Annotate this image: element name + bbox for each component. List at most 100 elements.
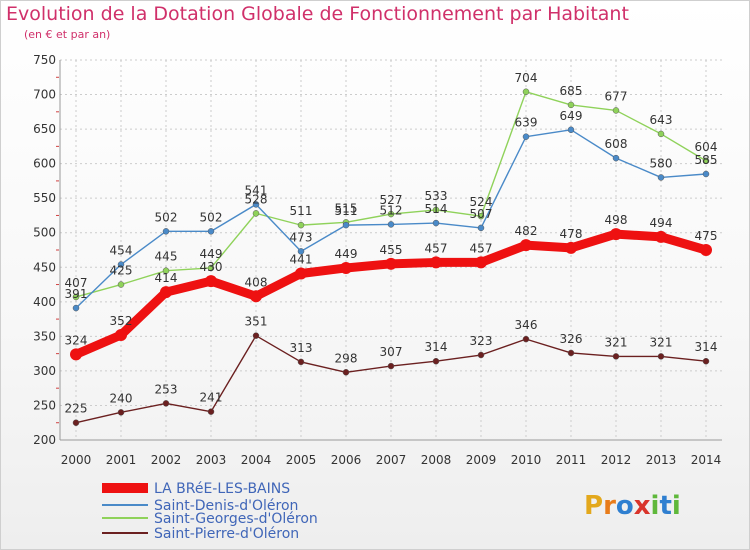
- data-label: 430: [200, 260, 223, 274]
- y-tick-label: 600: [33, 157, 56, 171]
- data-label: 314: [425, 340, 448, 354]
- data-label: 639: [515, 116, 538, 130]
- data-label: 528: [245, 192, 268, 206]
- data-point: [387, 221, 395, 228]
- data-point: [117, 281, 125, 288]
- data-point: [162, 228, 170, 235]
- data-label: 478: [560, 227, 583, 241]
- data-point: [657, 174, 665, 181]
- data-point: [340, 261, 352, 274]
- chart-subtitle: (en € et par an): [24, 28, 111, 41]
- data-label: 677: [605, 89, 628, 103]
- chart-title: Evolution de la Dotation Globale de Fonc…: [6, 3, 629, 25]
- data-point: [477, 351, 485, 359]
- y-tick-label: 550: [33, 191, 56, 205]
- data-label: 391: [65, 287, 88, 301]
- proxiti-logo: Proxiti: [584, 491, 681, 521]
- x-tick-label: 2000: [61, 453, 92, 467]
- x-tick-label: 2005: [286, 453, 317, 467]
- data-point: [432, 219, 440, 227]
- data-point: [567, 101, 575, 109]
- data-point: [297, 221, 305, 229]
- data-point: [342, 369, 350, 376]
- data-label: 457: [470, 241, 493, 255]
- data-point: [657, 130, 665, 138]
- data-point: [657, 353, 665, 360]
- data-label: 511: [290, 204, 313, 218]
- data-point: [387, 210, 395, 218]
- data-label: 608: [605, 137, 628, 151]
- data-label: 241: [200, 391, 223, 405]
- x-tick-label: 2002: [151, 453, 182, 467]
- logo-letter: i: [671, 491, 681, 521]
- y-tick-label: 450: [33, 260, 56, 274]
- data-label: 514: [425, 202, 448, 216]
- data-point: [117, 261, 125, 268]
- data-label: 314: [695, 340, 718, 354]
- data-point: [432, 357, 440, 365]
- y-tick-label: 350: [33, 329, 56, 343]
- data-point: [432, 206, 440, 214]
- data-point: [702, 170, 710, 178]
- x-tick-label: 2014: [691, 453, 722, 467]
- data-label: 313: [290, 341, 313, 355]
- data-point: [522, 88, 530, 96]
- data-label: 515: [335, 201, 358, 215]
- data-label: 502: [155, 210, 178, 224]
- logo-letter: r: [603, 491, 616, 521]
- x-tick-label: 2011: [556, 453, 587, 467]
- data-label: 457: [425, 241, 448, 255]
- data-point: [207, 264, 215, 272]
- legend-label: Saint-Georges-d'Oléron: [154, 511, 318, 527]
- logo-letter: o: [615, 491, 634, 521]
- x-tick-label: 2013: [646, 453, 677, 467]
- data-label: 455: [380, 243, 403, 257]
- data-point: [162, 267, 170, 274]
- data-label: 527: [380, 193, 403, 207]
- data-label: 449: [335, 247, 358, 261]
- data-label: 441: [290, 252, 313, 266]
- data-point: [70, 348, 82, 361]
- data-label: 643: [650, 113, 673, 127]
- data-point: [295, 267, 307, 280]
- data-point: [477, 224, 485, 232]
- y-tick-label: 200: [33, 433, 56, 447]
- data-point: [160, 286, 172, 299]
- x-tick-label: 2006: [331, 453, 362, 467]
- data-point: [72, 293, 80, 301]
- y-tick-label: 650: [33, 122, 56, 136]
- data-label: 541: [245, 183, 268, 197]
- data-label: 352: [110, 314, 133, 328]
- data-point: [385, 257, 397, 270]
- data-label: 704: [515, 71, 538, 85]
- x-tick-label: 2010: [511, 453, 542, 467]
- x-tick-label: 2012: [601, 453, 632, 467]
- data-label: 225: [65, 402, 88, 416]
- x-tick-label: 2001: [106, 453, 137, 467]
- legend-label: Saint-Denis-d'Oléron: [154, 498, 298, 514]
- x-tick-label: 2003: [196, 453, 227, 467]
- data-label: 240: [110, 391, 133, 405]
- data-label: 326: [560, 332, 583, 346]
- data-point: [297, 358, 305, 366]
- data-label: 507: [470, 207, 493, 221]
- data-point: [72, 304, 80, 312]
- data-point: [520, 239, 532, 252]
- data-label: 685: [560, 84, 583, 98]
- data-point: [475, 256, 487, 269]
- data-label: 494: [650, 216, 673, 230]
- x-tick-label: 2009: [466, 453, 497, 467]
- data-label: 408: [245, 275, 268, 289]
- data-point: [207, 228, 215, 235]
- x-tick-label: 2007: [376, 453, 407, 467]
- data-label: 512: [380, 203, 403, 217]
- data-point: [565, 241, 577, 254]
- data-label: 454: [110, 244, 133, 258]
- legend-label: Saint-Pierre-d'Oléron: [154, 526, 299, 542]
- data-label: 502: [200, 210, 223, 224]
- y-tick-label: 700: [33, 88, 56, 102]
- data-point: [522, 133, 530, 140]
- data-point: [342, 221, 350, 229]
